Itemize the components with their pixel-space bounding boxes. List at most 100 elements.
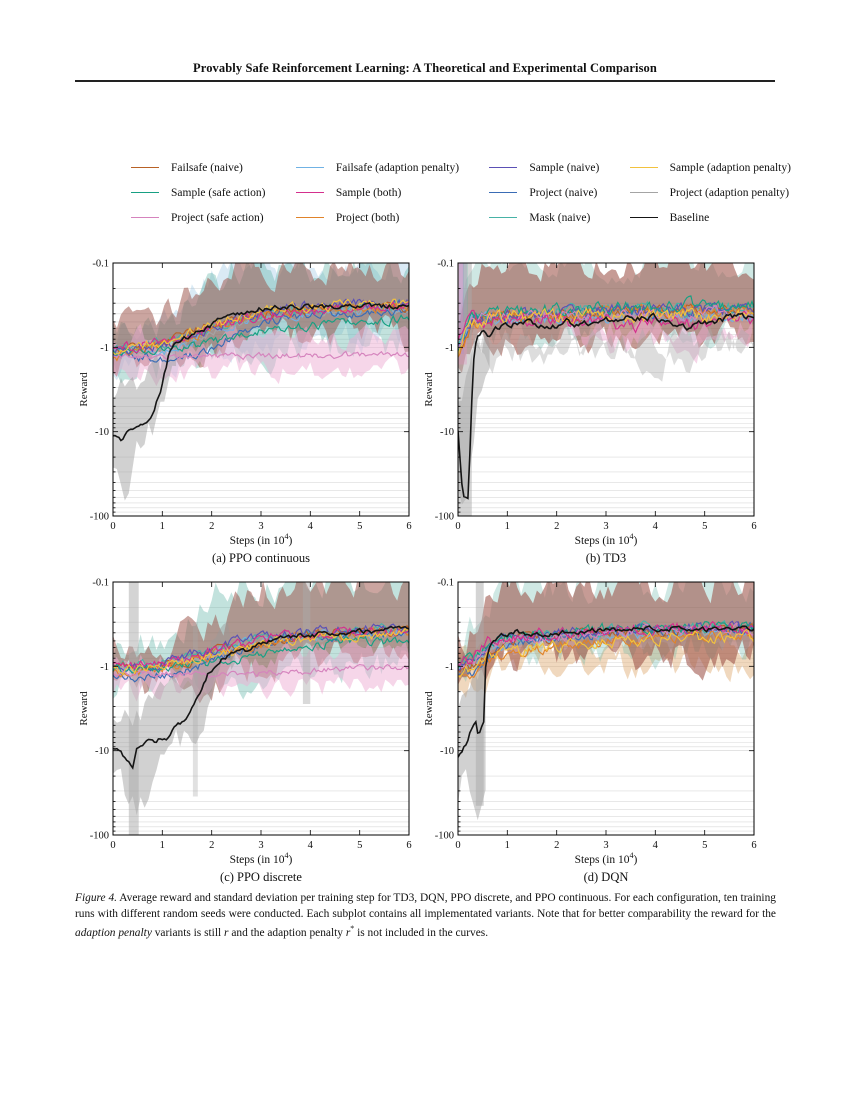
plot-d: 0 1 2 3 4 5 6 -0.1 -1 -10 -100 Reward Steps (in 104)… <box>423 578 757 885</box>
chart-ppo-discrete: 0 1 2 3 4 5 6 -0.1 -1 -10 -100 Reward Steps (in 104)… <box>75 574 415 886</box>
std-bands <box>458 582 754 821</box>
figure-legend: Failsafe (naive) Sample (safe action) Proj… <box>131 155 791 230</box>
subplot-caption: (b) TD3 <box>586 551 626 565</box>
svg-text:-100: -100 <box>435 831 454 842</box>
axis-ticks <box>457 581 755 836</box>
svg-text:4: 4 <box>308 521 314 532</box>
legend-swatch-sn <box>489 167 518 168</box>
svg-text:0: 0 <box>110 840 115 851</box>
svg-text:3: 3 <box>258 521 263 532</box>
series-bl <box>113 302 409 442</box>
svg-text:3: 3 <box>603 521 608 532</box>
svg-text:1: 1 <box>505 840 510 851</box>
caption-segment: Average reward and standard deviation pe… <box>75 892 776 920</box>
svg-text:5: 5 <box>702 521 707 532</box>
series-ss <box>458 295 754 353</box>
series-sb <box>113 300 409 354</box>
svg-text:2: 2 <box>554 521 559 532</box>
svg-text:0: 0 <box>110 521 115 532</box>
legend-item-sb: Sample (both) <box>295 180 459 205</box>
series-lines <box>458 295 754 500</box>
legend-item-pa: Project (adaption penalty) <box>629 180 791 205</box>
legend-label: Baseline <box>669 211 710 224</box>
svg-text:1: 1 <box>160 840 165 851</box>
legend-label: Mask (naive) <box>529 211 591 224</box>
series-ps <box>458 305 754 349</box>
plot-c: 0 1 2 3 4 5 6 -0.1 -1 -10 -100 Reward Steps (in 104)… <box>78 578 412 885</box>
legend-item-pb: Project (both) <box>295 205 459 230</box>
caption-segment: is not included in the curves. <box>354 926 489 939</box>
series-bl <box>113 625 409 770</box>
series-ss <box>113 635 409 676</box>
std-bands <box>113 582 409 835</box>
x-axis-label: Steps (in 104) <box>230 532 293 547</box>
svg-text:1: 1 <box>505 521 510 532</box>
series-sn <box>458 301 754 346</box>
y-axis-label: Reward <box>423 691 435 726</box>
legend-swatch-sa <box>629 167 658 168</box>
legend-item-pn: Project (naive) <box>489 180 599 205</box>
legend-swatch-pn <box>489 192 518 193</box>
series-bl <box>458 312 754 500</box>
svg-text:-100: -100 <box>90 831 109 842</box>
legend-swatch-mn <box>489 217 518 218</box>
figure-caption: Figure 4. Average reward and standard de… <box>75 891 776 942</box>
legend-swatch-bl <box>629 217 658 218</box>
legend-swatch-ps <box>131 217 159 218</box>
plot-b: 0 1 2 3 4 5 6 -0.1 -1 -10 -100 Reward Steps (in 104)… <box>423 259 757 566</box>
svg-text:4: 4 <box>653 521 659 532</box>
svg-text:-0.1: -0.1 <box>92 259 109 270</box>
series-sb <box>458 620 754 666</box>
legend-label: Sample (safe action) <box>171 186 266 199</box>
caption-segment: variants is still <box>151 926 225 939</box>
svg-text:6: 6 <box>406 521 411 532</box>
axis-labels: 0 1 2 3 4 5 6 -0.1 -1 -10 -100 Reward Steps (in 104) <box>78 578 412 867</box>
series-lines <box>113 622 409 770</box>
legend-item-sn: Sample (naive) <box>489 155 599 180</box>
legend-item-sa: Sample (adaption penalty) <box>629 155 791 180</box>
axis-ticks <box>112 262 410 517</box>
svg-text:2: 2 <box>554 840 559 851</box>
caption-segment: r <box>224 926 229 939</box>
series-sb <box>113 626 409 671</box>
svg-text:3: 3 <box>258 840 263 851</box>
svg-text:5: 5 <box>357 521 362 532</box>
page-header-title: Provably Safe Reinforcement Learning: A … <box>193 61 657 75</box>
y-axis-label: Reward <box>78 372 90 407</box>
y-axis-label: Reward <box>78 691 90 726</box>
x-axis-label: Steps (in 104) <box>575 532 638 547</box>
svg-text:2: 2 <box>209 840 214 851</box>
svg-text:-1: -1 <box>445 662 454 673</box>
legend-swatch-ss <box>131 192 159 193</box>
legend-swatch-pa <box>629 192 658 193</box>
svg-text:5: 5 <box>702 840 707 851</box>
svg-text:-10: -10 <box>95 427 109 438</box>
x-axis-label: Steps (in 104) <box>575 851 638 866</box>
legend-label: Project (both) <box>335 211 400 224</box>
caption-segment: adaption penalty <box>75 926 152 939</box>
legend-label: Project (safe action) <box>171 211 264 224</box>
legend-item-fa: Failsafe (adaption penalty) <box>295 155 459 180</box>
chart-ppo-continuous: 0 1 2 3 4 5 6 -0.1 -1 -10 -100 Reward Steps (in 104)… <box>75 255 415 567</box>
legend-item-bl: Baseline <box>629 205 791 230</box>
svg-text:-10: -10 <box>440 427 454 438</box>
caption-segment: r <box>345 926 351 939</box>
svg-text:6: 6 <box>751 521 756 532</box>
svg-text:6: 6 <box>406 840 411 851</box>
series-ss <box>113 314 409 356</box>
subplot-caption: (d) DQN <box>584 870 629 884</box>
legend-label: Failsafe (naive) <box>171 161 243 174</box>
legend-item-ss: Sample (safe action) <box>131 180 266 205</box>
series-sa <box>113 627 409 676</box>
svg-text:-0.1: -0.1 <box>437 578 454 589</box>
svg-text:3: 3 <box>603 840 608 851</box>
plot-a: 0 1 2 3 4 5 6 -0.1 -1 -10 -100 Reward Steps (in 104)… <box>78 259 412 566</box>
svg-text:-100: -100 <box>435 512 454 523</box>
svg-text:-100: -100 <box>90 512 109 523</box>
svg-text:-1: -1 <box>445 343 454 354</box>
svg-text:6: 6 <box>751 840 756 851</box>
series-sa <box>458 629 754 679</box>
y-axis-label: Reward <box>423 372 435 407</box>
legend-swatch-fn <box>131 167 159 168</box>
